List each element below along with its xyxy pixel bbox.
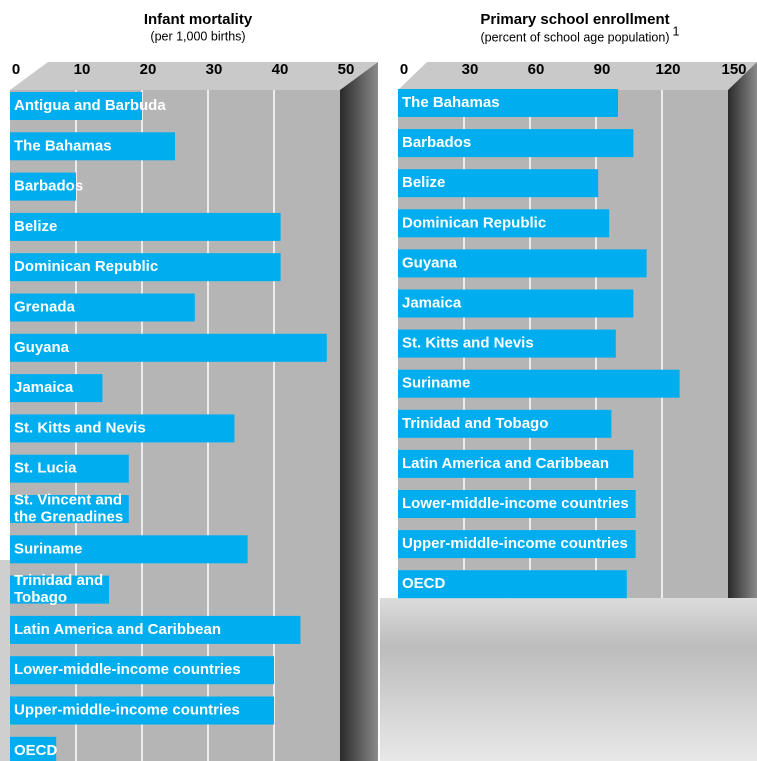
bar-label: The Bahamas <box>14 137 112 154</box>
bar <box>398 490 636 518</box>
bar <box>398 449 634 478</box>
bar-label: Belize <box>14 218 57 235</box>
bar <box>10 374 103 403</box>
x-tick-label: 50 <box>338 61 355 78</box>
bar-label: St. Kitts and Nevis <box>14 419 146 436</box>
bar-label: Trinidad and Tobago <box>402 415 548 432</box>
bar <box>10 293 195 322</box>
bar <box>10 92 142 120</box>
bar <box>398 329 616 358</box>
bar-label: Belize <box>402 174 445 191</box>
bar <box>398 409 612 438</box>
background-photo-edge <box>0 560 12 761</box>
x-tick-label: 120 <box>655 61 680 78</box>
bar-label: St. Kitts and Nevis <box>402 335 534 352</box>
bar <box>10 495 129 523</box>
bar-label: Dominican Republic <box>402 214 546 231</box>
bar <box>398 129 634 158</box>
bar <box>10 212 281 241</box>
bar-label: Jamaica <box>402 294 462 311</box>
bar-label: Barbados <box>14 178 83 195</box>
bar <box>10 696 274 725</box>
bar-label: Trinidad and Tobago <box>14 572 103 606</box>
bar-label: Upper-middle-income countries <box>402 535 628 552</box>
x-tick-label: 0 <box>400 61 408 78</box>
x-tick-label: 40 <box>272 61 289 78</box>
bar <box>10 454 129 483</box>
box-top <box>398 62 757 90</box>
box-side <box>728 62 757 598</box>
bar <box>10 132 175 161</box>
bar-label: Latin America and Caribbean <box>402 455 609 472</box>
bar-label: Lower-middle-income countries <box>402 495 629 512</box>
bar-label: Latin America and Caribbean <box>14 621 221 638</box>
x-tick-label: 150 <box>721 61 746 78</box>
background-photo <box>380 598 757 761</box>
bar-label: Guyana <box>402 254 458 271</box>
bar <box>10 575 109 604</box>
chart-title: Primary school enrollment <box>480 11 669 28</box>
bar-label: Antigua and Barbuda <box>14 97 166 114</box>
bar-label: Barbados <box>402 134 471 151</box>
bar-label: Dominican Republic <box>14 258 158 275</box>
bar-label: OECD <box>402 575 446 592</box>
footnote-marker: 1 <box>673 24 680 38</box>
bar <box>398 209 610 238</box>
x-tick-label: 30 <box>462 61 479 78</box>
chart-subtitle: (percent of school age population) <box>480 30 669 44</box>
bar <box>398 369 680 398</box>
x-tick-label: 30 <box>206 61 223 78</box>
bar <box>10 333 327 362</box>
bar-label: OECD <box>14 742 58 759</box>
bar <box>10 414 235 443</box>
x-tick-label: 20 <box>140 61 157 78</box>
bar-label: Suriname <box>402 375 470 392</box>
bar <box>398 530 636 559</box>
bar <box>398 89 618 117</box>
bar <box>10 253 281 282</box>
x-tick-label: 0 <box>12 61 20 78</box>
chart-subtitle: (per 1,000 births) <box>150 29 245 43</box>
bar-label: Guyana <box>14 339 70 356</box>
x-tick-label: 60 <box>528 61 545 78</box>
box-side <box>340 62 378 761</box>
x-tick-label: 90 <box>594 61 611 78</box>
bar-label: Jamaica <box>14 379 74 396</box>
bar <box>10 172 76 201</box>
bar-label: Upper-middle-income countries <box>14 701 240 718</box>
bar <box>398 570 627 599</box>
bar-label: St. Lucia <box>14 460 77 477</box>
box-top <box>10 62 378 90</box>
bar <box>10 615 301 644</box>
bar-label: The Bahamas <box>402 94 500 111</box>
bar-label: Suriname <box>14 540 82 557</box>
x-tick-label: 10 <box>74 61 91 78</box>
bar <box>398 169 599 198</box>
bar <box>10 736 57 761</box>
bar <box>10 535 248 564</box>
bar-label: St. Vincent and the Grenadines <box>14 491 123 525</box>
bar <box>10 656 274 685</box>
chart-title: Infant mortality <box>144 11 253 28</box>
bar <box>398 289 634 318</box>
bar-label: Grenada <box>14 298 76 315</box>
bar-label: Lower-middle-income countries <box>14 661 241 678</box>
bar <box>398 249 647 278</box>
